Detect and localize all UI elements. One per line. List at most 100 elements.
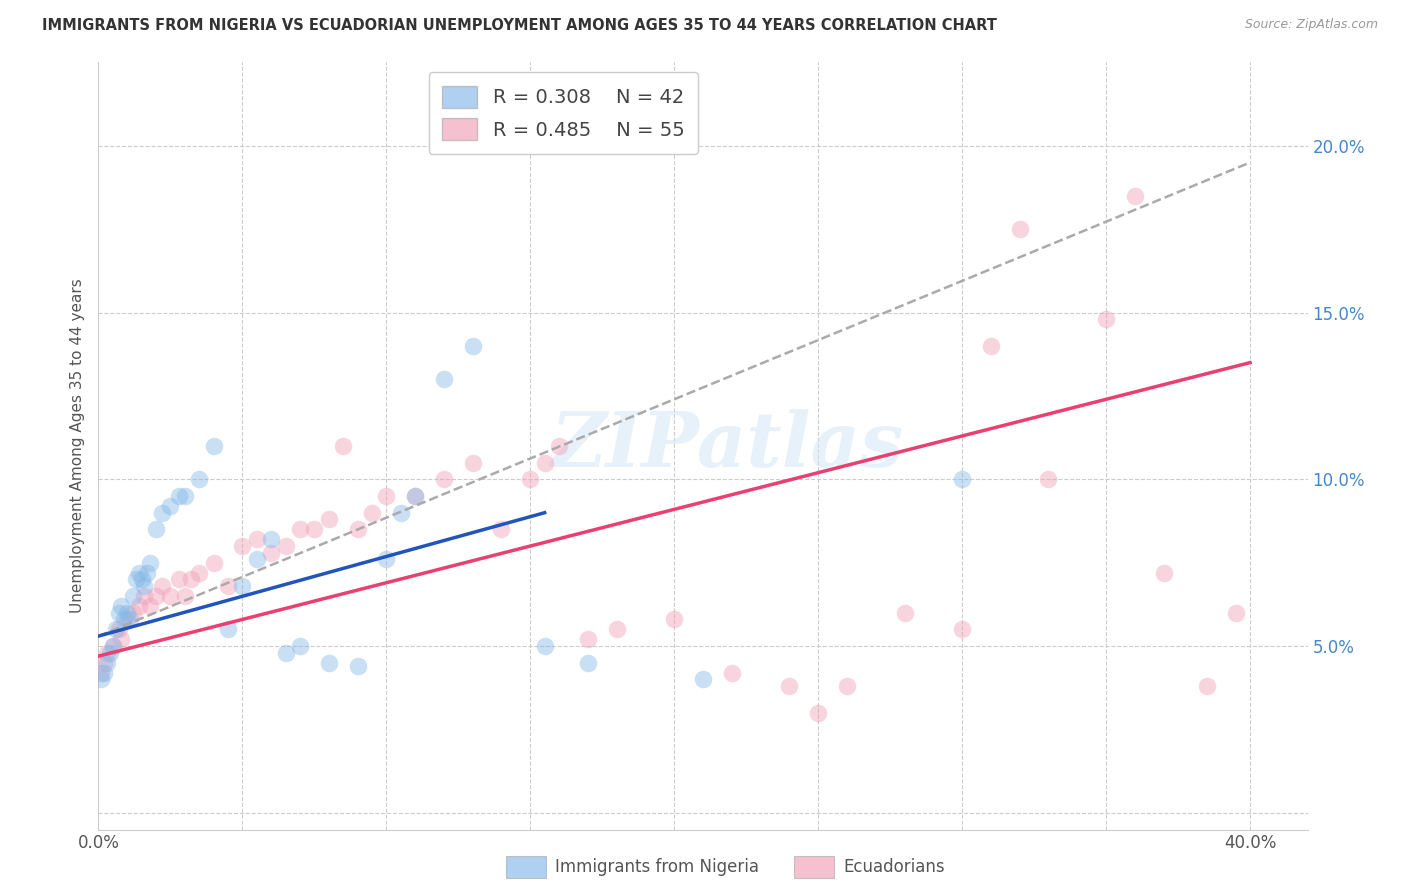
Point (202, 556, 225, 570)
Point (145, 522, 167, 536)
Point (122, 606, 145, 620)
Point (893, 606, 915, 620)
Point (98, 646, 121, 660)
Point (93, 656, 115, 670)
Text: Ecuadorians: Ecuadorians (844, 858, 945, 876)
Point (167, 573, 190, 587)
Point (576, 656, 599, 670)
Point (950, 472, 973, 486)
Point (115, 606, 138, 620)
Point (533, 456, 555, 470)
Point (107, 606, 129, 620)
Point (1123, 189, 1146, 203)
Point (807, 706, 830, 720)
Point (288, 639, 311, 653)
Point (180, 573, 202, 587)
Point (346, 522, 368, 536)
Point (120, 612, 142, 626)
Point (246, 533, 269, 547)
Point (134, 579, 156, 593)
Point (96, 646, 118, 660)
Point (433, 372, 456, 386)
Point (692, 673, 714, 687)
Point (274, 646, 297, 660)
Point (202, 439, 225, 453)
Point (260, 533, 283, 547)
Point (93, 665, 115, 680)
Point (404, 489, 426, 503)
Point (134, 589, 156, 603)
Point (606, 623, 628, 637)
Point (950, 623, 973, 637)
Point (346, 659, 368, 673)
Point (533, 639, 555, 653)
Point (461, 456, 484, 470)
Point (778, 679, 800, 693)
Point (139, 599, 162, 613)
Point (519, 472, 541, 486)
Point (288, 522, 311, 536)
Point (1038, 472, 1060, 486)
Point (231, 539, 253, 553)
Point (101, 639, 124, 653)
Point (112, 612, 135, 626)
Point (361, 506, 384, 520)
Point (1225, 606, 1247, 620)
Point (173, 589, 195, 603)
Point (159, 499, 181, 513)
Point (110, 599, 132, 613)
Point (188, 472, 211, 486)
Point (1153, 566, 1175, 580)
Point (389, 506, 412, 520)
Point (150, 506, 173, 520)
Point (188, 566, 211, 580)
Point (90, 665, 112, 680)
Point (139, 556, 162, 570)
Point (150, 579, 173, 593)
Point (246, 552, 269, 566)
Text: Source: ZipAtlas.com: Source: ZipAtlas.com (1244, 18, 1378, 31)
Text: ZIPatlas: ZIPatlas (551, 409, 904, 483)
Point (217, 623, 239, 637)
Point (122, 589, 145, 603)
Legend: R = 0.308    N = 42, R = 0.485    N = 55: R = 0.308 N = 42, R = 0.485 N = 55 (429, 72, 699, 154)
Point (125, 573, 148, 587)
Point (136, 566, 159, 580)
Point (107, 623, 129, 637)
Point (167, 489, 190, 503)
Point (461, 339, 484, 353)
Point (433, 472, 456, 486)
Point (375, 489, 398, 503)
Point (115, 612, 138, 626)
Point (131, 573, 153, 587)
Point (159, 589, 181, 603)
Point (720, 665, 742, 680)
Y-axis label: Unemployment Among Ages 35 to 44 years: Unemployment Among Ages 35 to 44 years (69, 278, 84, 614)
Point (835, 679, 858, 693)
Point (548, 439, 571, 453)
Point (318, 656, 340, 670)
Point (217, 579, 239, 593)
Point (1195, 679, 1218, 693)
Point (980, 339, 1002, 353)
Point (332, 439, 354, 453)
Point (1095, 312, 1118, 326)
Point (90, 673, 112, 687)
Point (231, 579, 253, 593)
Point (491, 522, 513, 536)
Point (104, 623, 127, 637)
Point (128, 599, 150, 613)
Point (96, 656, 118, 670)
Point (173, 489, 195, 503)
Point (110, 632, 132, 647)
Point (664, 612, 686, 626)
Point (318, 512, 340, 526)
Point (260, 546, 283, 560)
Point (1008, 222, 1031, 236)
Point (145, 589, 167, 603)
Text: IMMIGRANTS FROM NIGERIA VS ECUADORIAN UNEMPLOYMENT AMONG AGES 35 TO 44 YEARS COR: IMMIGRANTS FROM NIGERIA VS ECUADORIAN UN… (42, 18, 997, 33)
Point (128, 566, 150, 580)
Text: Immigrants from Nigeria: Immigrants from Nigeria (555, 858, 759, 876)
Point (101, 639, 124, 653)
Point (375, 552, 398, 566)
